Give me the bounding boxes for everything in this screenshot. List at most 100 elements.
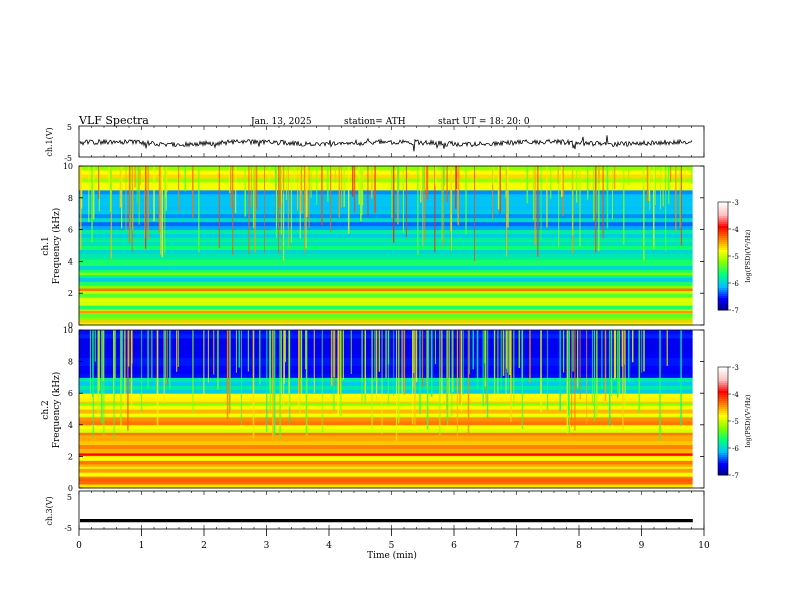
spectrogram-row — [79, 253, 693, 258]
colorbar-step — [718, 242, 728, 245]
xtick-label: 5 — [389, 541, 395, 551]
spectrogram-streak — [213, 330, 215, 375]
spectrogram-streak — [521, 330, 523, 379]
spectrogram-streak — [610, 330, 613, 396]
colorbar-step — [718, 393, 728, 396]
spectrogram-streak — [426, 166, 429, 200]
ch2-spectrogram-panel: 0 2 4 6 8 10 ch.2 Frequency (kHz) — [41, 326, 705, 493]
spectrogram-streak — [467, 330, 470, 435]
colorbar-step — [718, 435, 728, 438]
spectrogram-streak — [586, 166, 589, 200]
spectrogram-streak — [176, 330, 178, 372]
colorbar-step — [718, 427, 728, 430]
spectrogram-streak — [422, 166, 424, 247]
spectrogram-streak — [306, 166, 308, 218]
spectrogram-row — [79, 480, 693, 485]
colorbar-step — [718, 258, 728, 261]
spectrogram-gap — [692, 166, 704, 325]
spectrogram-streak — [321, 166, 323, 226]
spectrogram-streak — [283, 330, 285, 407]
spectrogram-streak — [460, 330, 463, 412]
colorbar-step — [718, 465, 728, 468]
spectrogram-streak — [430, 330, 433, 397]
spectrogram-streak — [628, 166, 630, 186]
spectrogram-streak — [665, 166, 667, 252]
colorbar-step — [718, 369, 728, 372]
spectrogram-row — [79, 460, 693, 465]
spectrogram-streak — [569, 330, 570, 435]
spectrogram-streak — [648, 166, 651, 202]
spectrogram-streak — [229, 166, 231, 194]
colorbar-step — [718, 383, 728, 386]
spectrogram-streak — [235, 166, 237, 214]
colorbar-step — [718, 218, 728, 221]
colorbar-step — [718, 214, 728, 217]
spectrogram-streak — [288, 330, 290, 408]
spectrogram-streak — [378, 330, 380, 372]
colorbar-step — [718, 459, 728, 462]
spectrogram-streak — [598, 166, 600, 184]
spectrogram-streak — [413, 330, 415, 374]
spectrogram-streak — [540, 166, 542, 241]
spectrogram-streak — [138, 166, 140, 225]
spectrogram-streak — [485, 330, 487, 405]
spectrogram-streak — [375, 330, 378, 402]
spectrogram-streak — [443, 166, 446, 186]
spectrogram-streak — [151, 330, 153, 379]
ch2-spectrogram-yticks: 0 2 4 6 8 10 — [63, 326, 704, 493]
ch1-spec-ylabel-channel: ch.1 — [41, 236, 51, 255]
spectrogram-streak — [184, 166, 187, 192]
spectrogram-streak — [371, 166, 373, 199]
spectrogram-streak — [396, 330, 398, 441]
ytick-label: 6 — [68, 226, 73, 235]
spectrogram-streak — [492, 166, 494, 219]
spectrogram-streak — [218, 166, 220, 249]
spectrogram-streak — [119, 166, 122, 208]
spectrogram-streak — [474, 166, 475, 262]
spectrogram-streak — [627, 330, 630, 382]
spectrogram-streak — [414, 330, 416, 426]
spectrogram-row — [79, 225, 693, 231]
xtick-label: 1 — [139, 541, 145, 551]
spectrogram-row — [79, 468, 693, 473]
colorbar-step — [718, 220, 728, 223]
spectrogram-streak — [646, 166, 649, 202]
spectrogram-streak — [547, 330, 549, 410]
spectrogram-streak — [259, 330, 261, 385]
spectrogram-streak — [469, 330, 471, 375]
spectrogram-row — [79, 205, 693, 211]
spectrogram-streak — [192, 166, 194, 218]
spectrogram-streak — [421, 330, 424, 387]
spectrogram-streak — [691, 166, 693, 184]
spectrogram-row — [79, 313, 693, 318]
spectrogram-streak — [313, 330, 315, 393]
ch2-spec-ylabel-channel: ch.2 — [41, 400, 51, 419]
spectrogram-streak — [163, 330, 165, 404]
ch3-waveform-panel: 5 -5 ch.3(V) — [45, 490, 705, 533]
colorbar-step — [718, 298, 728, 301]
ch1-spectrogram-yticks: 0 2 4 6 8 10 — [63, 162, 704, 330]
spectrogram-streak — [500, 330, 502, 391]
spectrogram-streak — [391, 166, 393, 218]
spectrogram-row — [79, 177, 693, 183]
spectrogram-row — [79, 201, 693, 207]
spectrogram-row — [79, 245, 693, 250]
colorbar-step — [718, 250, 728, 253]
spectrogram-streak — [507, 166, 509, 228]
spectrogram-streak — [160, 166, 162, 255]
spectrogram-streak — [638, 330, 641, 414]
colorbar-step — [718, 449, 728, 452]
colorbar-step — [718, 469, 728, 472]
colorbar-step — [718, 381, 728, 384]
spectrogram-streak — [177, 330, 179, 367]
spectrogram-streak — [192, 330, 194, 414]
spectrogram-band — [79, 402, 693, 406]
spectrogram-streak — [618, 330, 621, 395]
spectrogram-streak — [164, 166, 166, 199]
colorbar-step — [718, 443, 728, 446]
spectrogram-streak — [441, 330, 443, 404]
spectrogram-streak — [613, 166, 616, 190]
spectrogram-streak — [289, 330, 291, 424]
spectrogram-streak — [623, 166, 625, 245]
spectrogram-streak — [284, 330, 286, 363]
